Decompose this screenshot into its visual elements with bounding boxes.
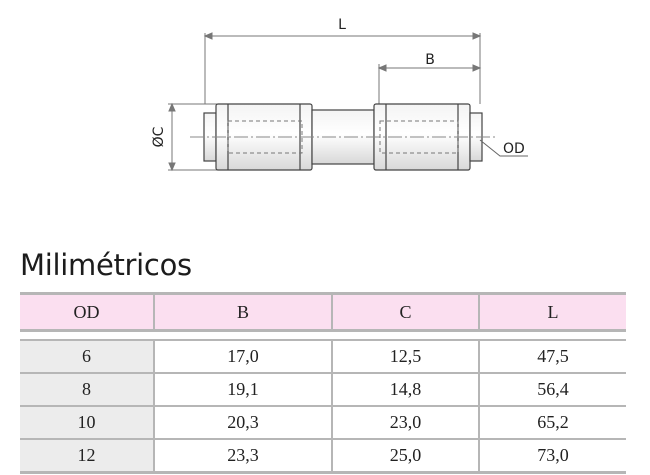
section-title: Milimétricos — [20, 248, 192, 282]
cell-l: 65,2 — [478, 406, 626, 440]
cell-b: 19,1 — [153, 373, 332, 407]
cell-c: 23,0 — [331, 406, 479, 440]
cell-c: 25,0 — [331, 439, 479, 474]
dimensions-table: OD B C L 6 17,0 12,5 47,5 8 19,1 14,8 56… — [20, 292, 626, 474]
od-label: OD — [503, 141, 525, 157]
cell-b: 23,3 — [153, 439, 332, 474]
header-l: L — [478, 292, 626, 332]
table-row: 12 23,3 25,0 73,0 — [20, 439, 626, 474]
fitting-technical-drawing: L B ØC OD — [151, 17, 528, 172]
cell-od: 12 — [20, 439, 154, 474]
table-spacer — [20, 330, 626, 340]
header-od: OD — [20, 292, 154, 332]
cell-c: 14,8 — [331, 373, 479, 407]
dimension-b-label: B — [425, 52, 435, 68]
table-row: 8 19,1 14,8 56,4 — [20, 373, 626, 407]
cell-od: 8 — [20, 373, 154, 407]
dimension-c-label: ØC — [151, 126, 167, 147]
dimension-c — [168, 102, 222, 172]
cell-c: 12,5 — [331, 339, 479, 374]
cell-od: 10 — [20, 406, 154, 440]
dimension-l-label: L — [338, 17, 346, 33]
table-header-row: OD B C L — [20, 292, 626, 332]
cell-l: 47,5 — [478, 339, 626, 374]
cell-l: 73,0 — [478, 439, 626, 474]
dimension-b — [377, 64, 482, 120]
cell-b: 20,3 — [153, 406, 332, 440]
cell-l: 56,4 — [478, 373, 626, 407]
cell-od: 6 — [20, 339, 154, 374]
header-c: C — [331, 292, 479, 332]
cell-b: 17,0 — [153, 339, 332, 374]
od-leader — [479, 139, 528, 157]
table-row: 6 17,0 12,5 47,5 — [20, 339, 626, 374]
header-b: B — [153, 292, 332, 332]
table-row: 10 20,3 23,0 65,2 — [20, 406, 626, 440]
